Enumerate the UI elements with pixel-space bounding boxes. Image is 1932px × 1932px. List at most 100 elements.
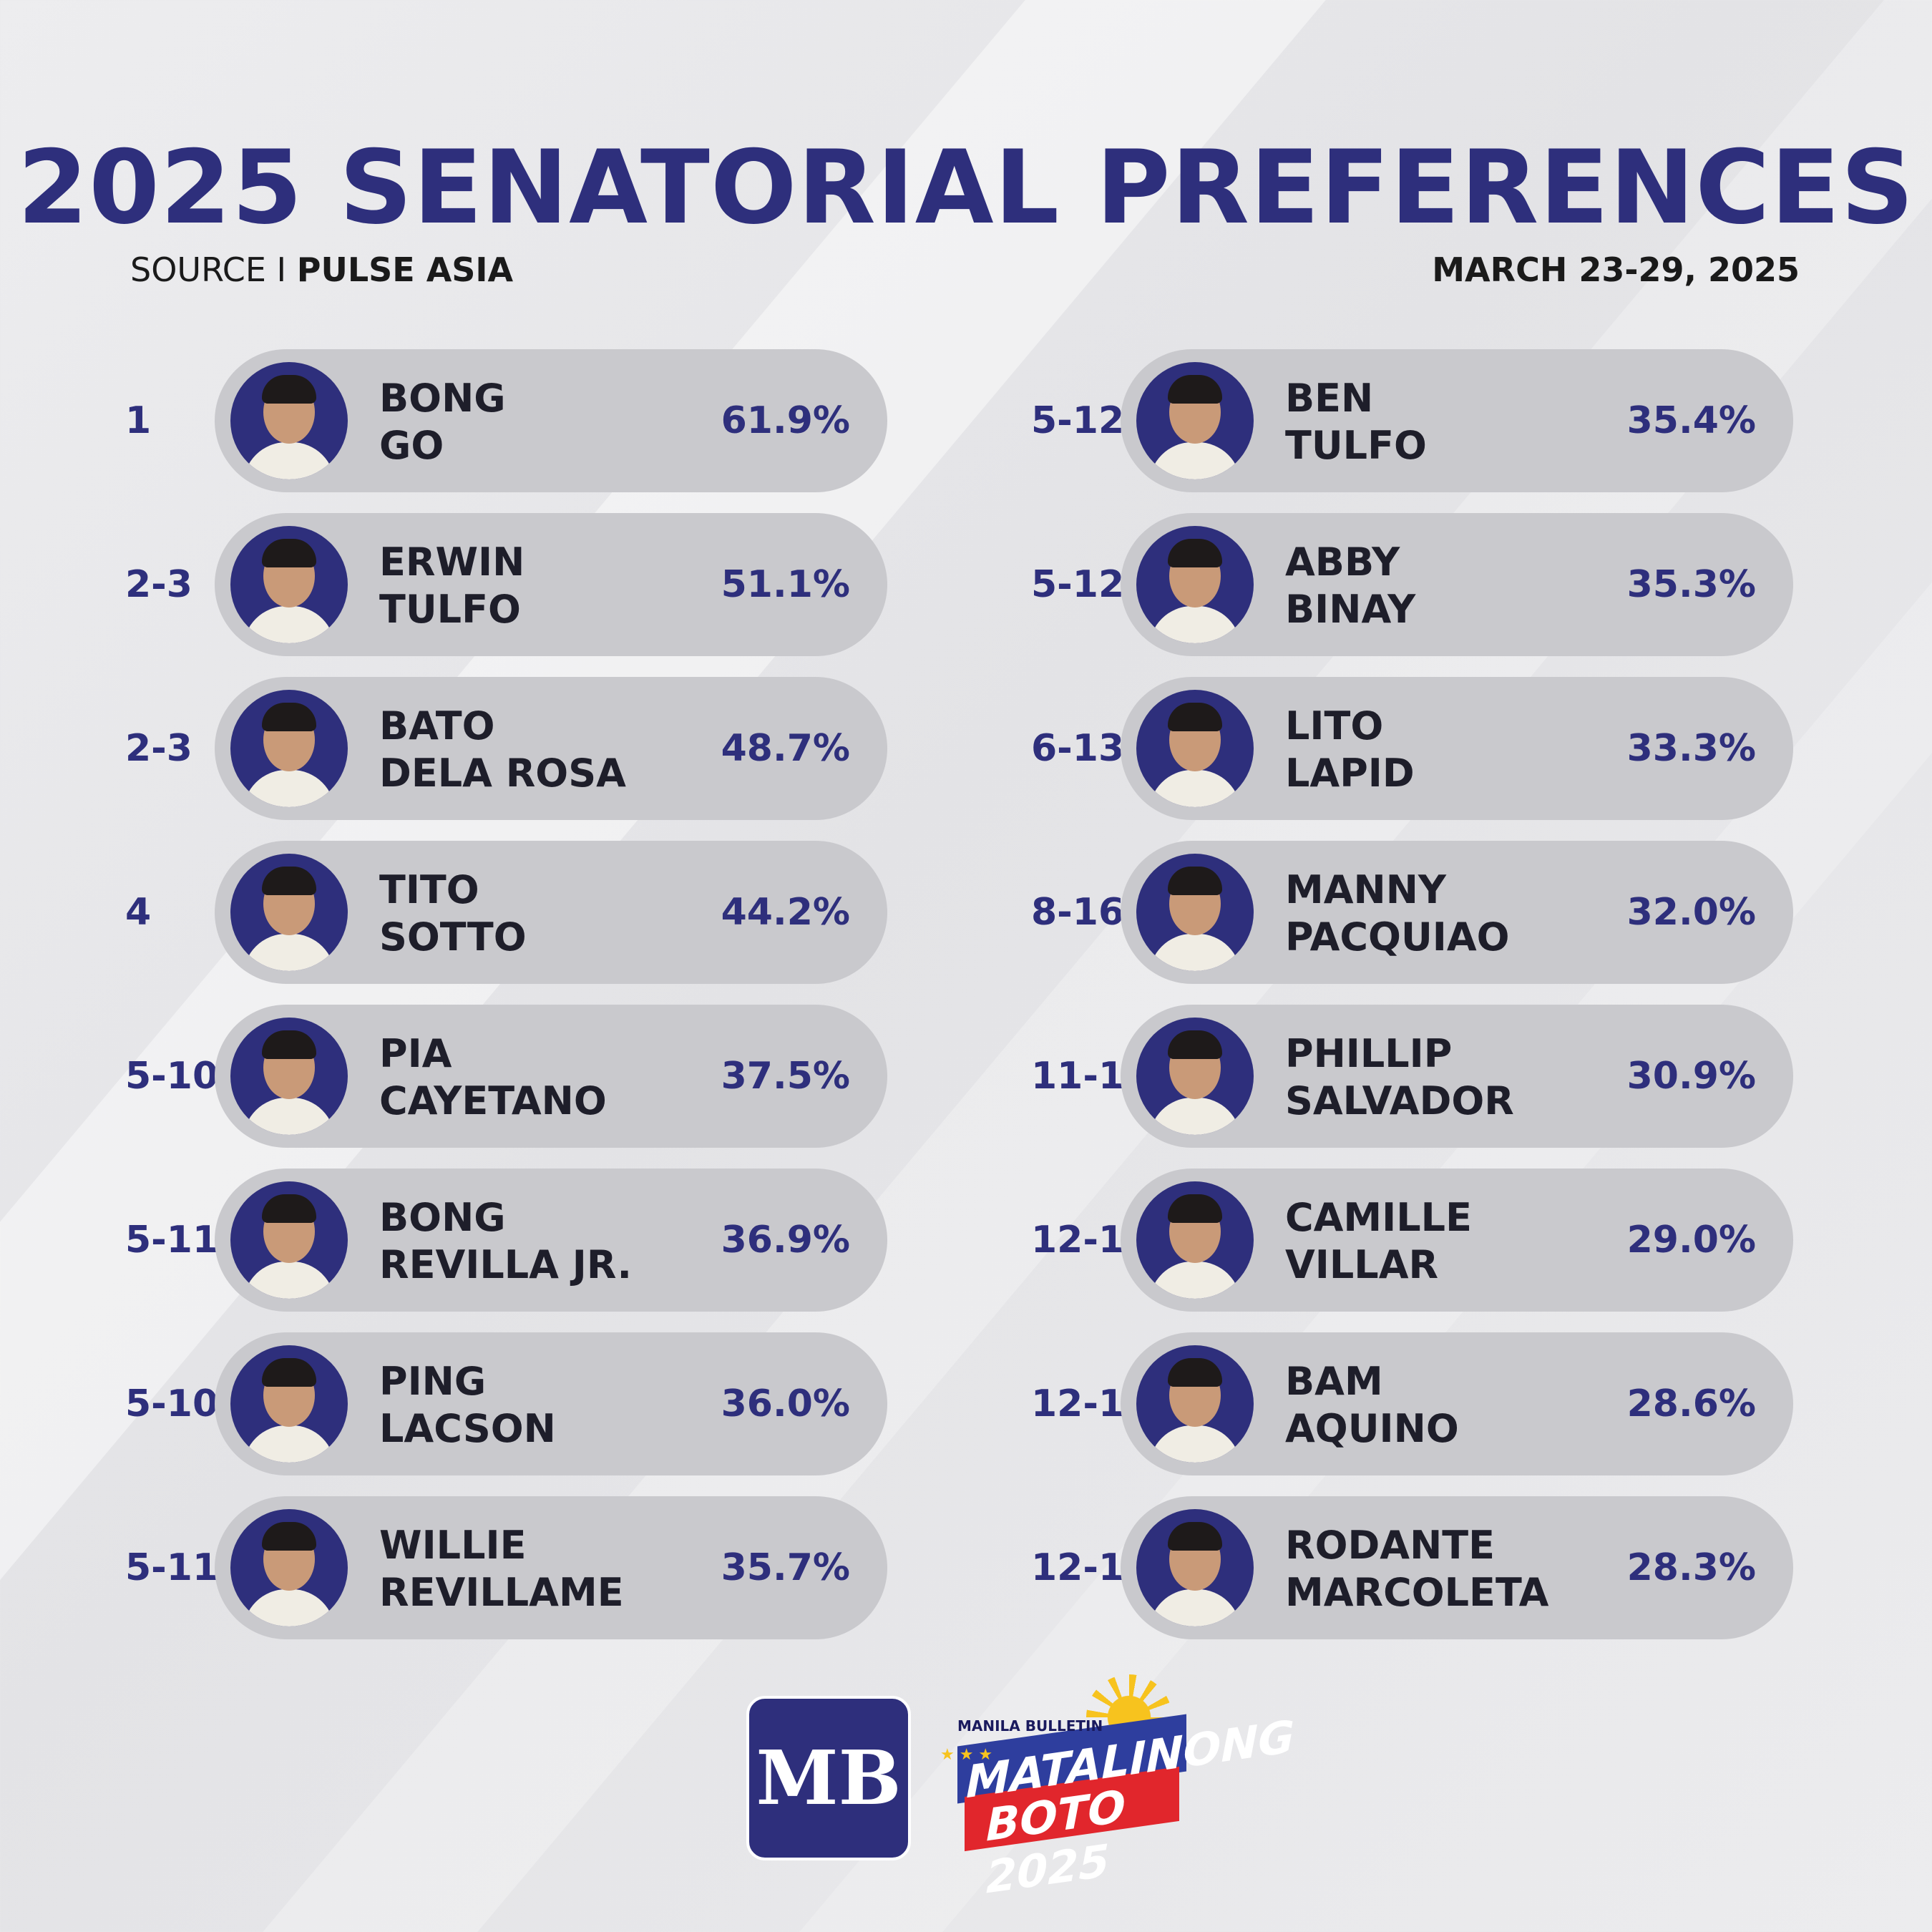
candidate-card: BONG GO 61.9% — [215, 349, 887, 492]
candidate-row: 5-12 ABBY BINAY 35.3% — [1020, 513, 1807, 656]
candidate-card: TITO SOTTO 44.2% — [215, 841, 887, 984]
candidate-first-name: ERWIN — [379, 540, 525, 585]
candidate-name: BATO DELA ROSA — [379, 703, 626, 797]
avatar-hair — [1168, 1030, 1222, 1059]
candidate-percentage: 36.0% — [721, 1382, 850, 1425]
candidate-name: BEN TULFO — [1285, 375, 1427, 469]
candidate-photo — [1136, 526, 1254, 643]
candidate-photo — [230, 1018, 348, 1135]
candidate-last-name: TULFO — [379, 587, 521, 632]
candidate-first-name: CAMILLE — [1285, 1195, 1472, 1240]
avatar-hair — [262, 1522, 316, 1551]
avatar-body — [1149, 442, 1241, 479]
candidate-percentage: 28.6% — [1626, 1382, 1756, 1425]
candidate-first-name: BAM — [1285, 1359, 1383, 1404]
candidate-card: PHILLIP SALVADOR 30.9% — [1121, 1005, 1793, 1148]
candidate-name: PHILLIP SALVADOR — [1285, 1030, 1514, 1125]
candidate-row: 5-10 PING LACSON 36.0% — [114, 1332, 902, 1475]
candidate-first-name: ABBY — [1285, 540, 1400, 585]
avatar-hair — [262, 1030, 316, 1059]
matalinong-boto-logo: ★ ★ ★ MANILA BULLETIN MATALINONG BOTO 20… — [940, 1674, 1294, 1903]
candidate-card: BATO DELA ROSA 48.7% — [215, 677, 887, 820]
candidate-rank: 5-12 — [1031, 563, 1125, 606]
candidate-photo — [230, 690, 348, 807]
candidate-photo — [1136, 1018, 1254, 1135]
avatar-hair — [262, 375, 316, 404]
avatar-body — [1149, 934, 1241, 971]
candidate-name: TITO SOTTO — [379, 867, 527, 961]
survey-date: MARCH 23-29, 2025 — [1432, 250, 1800, 289]
candidate-last-name: VILLAR — [1285, 1242, 1439, 1287]
avatar-hair — [1168, 375, 1222, 404]
candidate-percentage: 51.1% — [721, 563, 850, 606]
candidate-card: CAMILLE VILLAR 29.0% — [1121, 1169, 1793, 1312]
candidate-percentage: 35.7% — [721, 1546, 850, 1589]
avatar-hair — [1168, 703, 1222, 731]
candidate-photo — [230, 362, 348, 479]
candidate-rank: 8-16 — [1031, 891, 1125, 934]
candidate-row: 2-3 ERWIN TULFO 51.1% — [114, 513, 902, 656]
candidate-name: MANNY PACQUIAO — [1285, 867, 1510, 961]
candidate-row: 12-18 RODANTE MARCOLETA 28.3% — [1020, 1496, 1807, 1639]
candidate-first-name: BONG — [379, 376, 506, 421]
candidate-card: ABBY BINAY 35.3% — [1121, 513, 1793, 656]
candidate-row: 8-16 MANNY PACQUIAO 32.0% — [1020, 841, 1807, 984]
candidate-photo — [1136, 1181, 1254, 1299]
candidate-last-name: GO — [379, 423, 444, 468]
candidate-card: MANNY PACQUIAO 32.0% — [1121, 841, 1793, 984]
candidate-rank: 5-10 — [125, 1055, 219, 1098]
candidate-photo — [1136, 1345, 1254, 1463]
right-column: 5-12 BEN TULFO 35.4% 5-12 ABBY BINAY 35.3% 6-13 L… — [1020, 349, 1807, 1660]
candidate-rank: 5-11 — [125, 1546, 219, 1589]
avatar-hair — [262, 867, 316, 895]
avatar-hair — [262, 539, 316, 567]
candidate-name: BAM AQUINO — [1285, 1358, 1459, 1453]
candidate-card: WILLIE REVILLAME 35.7% — [215, 1496, 887, 1639]
candidate-photo — [230, 1181, 348, 1299]
candidate-percentage: 29.0% — [1626, 1219, 1756, 1262]
candidate-row: 4 TITO SOTTO 44.2% — [114, 841, 902, 984]
candidate-last-name: DELA ROSA — [379, 751, 626, 796]
candidate-row: 5-10 PIA CAYETANO 37.5% — [114, 1005, 902, 1148]
candidate-last-name: PACQUIAO — [1285, 914, 1510, 960]
mb-logo: MB — [746, 1696, 911, 1860]
avatar-hair — [1168, 539, 1222, 567]
candidate-percentage: 35.3% — [1626, 563, 1756, 606]
candidate-row: 5-11 WILLIE REVILLAME 35.7% — [114, 1496, 902, 1639]
candidate-card: LITO LAPID 33.3% — [1121, 677, 1793, 820]
candidate-photo — [1136, 690, 1254, 807]
candidate-row: 2-3 BATO DELA ROSA 48.7% — [114, 677, 902, 820]
candidate-row: 12-18 CAMILLE VILLAR 29.0% — [1020, 1169, 1807, 1312]
candidate-row: 1 BONG GO 61.9% — [114, 349, 902, 492]
candidate-last-name: MARCOLETA — [1285, 1570, 1549, 1615]
candidate-rank: 4 — [125, 891, 152, 934]
candidate-first-name: LITO — [1285, 703, 1384, 748]
candidate-rank: 5-11 — [125, 1219, 219, 1262]
candidate-first-name: PING — [379, 1359, 487, 1404]
candidate-first-name: PIA — [379, 1031, 452, 1076]
avatar-body — [243, 442, 335, 479]
candidate-first-name: PHILLIP — [1285, 1031, 1453, 1076]
candidate-last-name: REVILLA JR. — [379, 1242, 632, 1287]
candidate-percentage: 32.0% — [1626, 891, 1756, 934]
candidate-card: BONG REVILLA JR. 36.9% — [215, 1169, 887, 1312]
avatar-body — [1149, 1589, 1241, 1626]
avatar-hair — [262, 1194, 316, 1223]
page-title: 2025 SENATORIAL PREFERENCES — [17, 129, 1915, 247]
avatar-body — [243, 1098, 335, 1135]
candidate-row: 5-12 BEN TULFO 35.4% — [1020, 349, 1807, 492]
candidate-first-name: TITO — [379, 867, 479, 912]
candidate-last-name: CAYETANO — [379, 1078, 607, 1123]
avatar-body — [1149, 1262, 1241, 1299]
stars-icon: ★ ★ ★ — [940, 1746, 993, 1764]
avatar-body — [1149, 606, 1241, 643]
candidate-name: PING LACSON — [379, 1358, 556, 1453]
candidate-name: BONG GO — [379, 375, 506, 469]
avatar-body — [243, 1425, 335, 1463]
candidate-name: CAMILLE VILLAR — [1285, 1194, 1472, 1289]
candidate-last-name: BINAY — [1285, 587, 1416, 632]
avatar-body — [1149, 1425, 1241, 1463]
candidate-card: BEN TULFO 35.4% — [1121, 349, 1793, 492]
candidate-name: WILLIE REVILLAME — [379, 1522, 624, 1616]
candidate-rank: 2-3 — [125, 727, 192, 770]
